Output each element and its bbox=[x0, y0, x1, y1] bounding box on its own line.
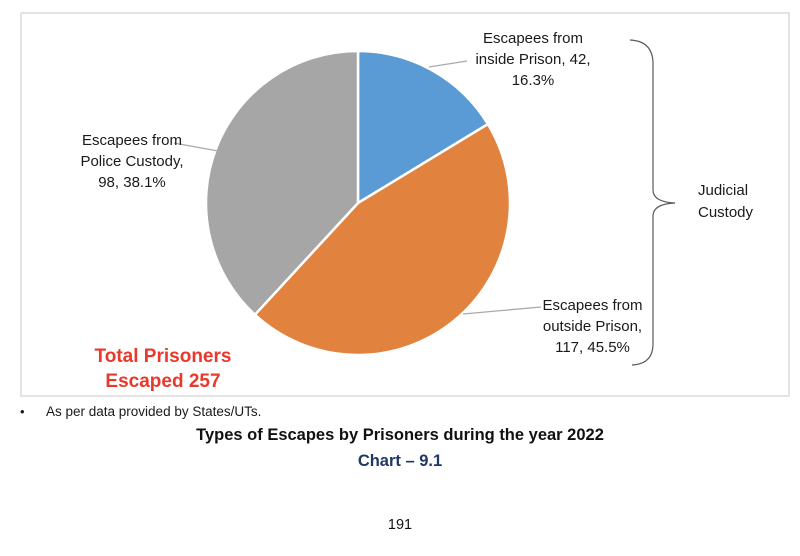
bullet-marker: • bbox=[20, 404, 25, 419]
label-line: Escapees from bbox=[81, 132, 183, 149]
page-number: 191 bbox=[387, 517, 413, 533]
total-prisoners-label: Total Prisoners Escaped 257 bbox=[60, 344, 266, 394]
pie-slice-escapees-from-inside-prison bbox=[356, 49, 490, 205]
label-line: Judicial bbox=[698, 182, 749, 199]
leader-lines bbox=[173, 60, 542, 315]
pie-slice-escapees-from-police-custody bbox=[204, 49, 360, 316]
footnote-text: As per data provided by States/UTs. bbox=[46, 404, 262, 419]
judicial-custody-brace bbox=[629, 39, 676, 366]
pie-slice-escapees-from-outside-prison bbox=[253, 122, 512, 357]
pie-slices bbox=[204, 49, 512, 357]
label-line: Police Custody, bbox=[80, 153, 184, 170]
label-line: outside Prison, bbox=[542, 318, 643, 335]
chart-number: Chart – 9.1 bbox=[357, 452, 443, 470]
leader-line-inside-prison bbox=[428, 60, 468, 68]
chart-title: Types of Escapes by Prisoners during the… bbox=[196, 426, 604, 444]
judicial-custody-label: Judicial Custody bbox=[698, 180, 790, 224]
label-line: 98, 38.1% bbox=[98, 174, 166, 191]
footnote: • As per data provided by States/UTs. bbox=[20, 404, 780, 419]
pie-chart-svg bbox=[173, 39, 676, 366]
chart-area: Escapees from inside Prison, 42, 16.3% E… bbox=[20, 12, 790, 397]
label-line: 16.3% bbox=[511, 72, 555, 89]
leader-line-outside-prison bbox=[462, 306, 542, 315]
label-line: Escapees from bbox=[482, 30, 584, 47]
label-escapees-outside-prison: Escapees from outside Prison, 117, 45.5% bbox=[505, 295, 680, 358]
label-line: Total Prisoners bbox=[94, 346, 232, 367]
leader-line-police-custody bbox=[173, 142, 219, 152]
label-line: 117, 45.5% bbox=[555, 339, 630, 356]
label-escapees-police-custody: Escapees from Police Custody, 98, 38.1% bbox=[44, 130, 220, 193]
label-line: Custody bbox=[698, 204, 754, 221]
label-line: Escaped 257 bbox=[105, 371, 221, 392]
label-escapees-inside-prison: Escapees from inside Prison, 42, 16.3% bbox=[438, 28, 628, 91]
label-line: inside Prison, 42, bbox=[475, 51, 591, 68]
label-line: Escapees from bbox=[542, 297, 643, 314]
